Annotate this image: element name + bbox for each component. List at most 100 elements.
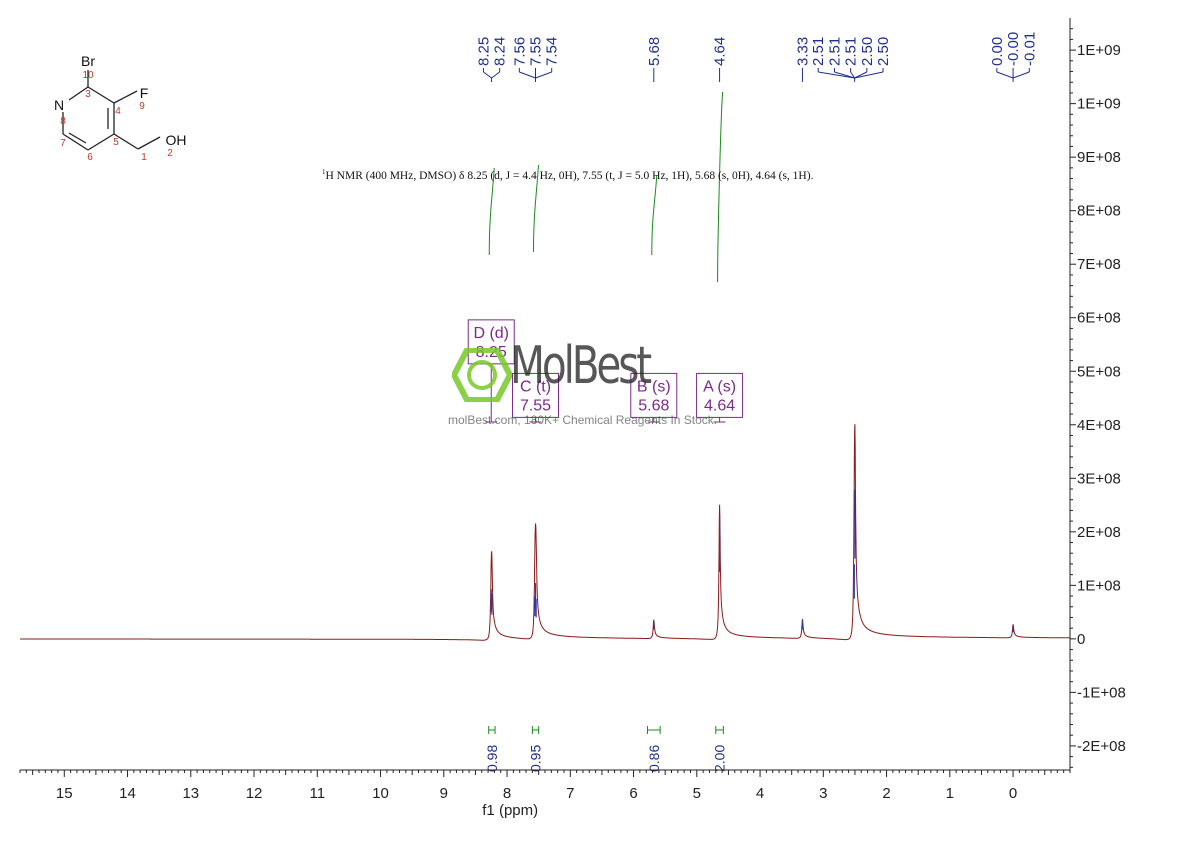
peak-label-layer: 8.25 8.24 7.56 7.55 7.54 5.68 4.64 3.332.51 2.51… xyxy=(475,32,1038,82)
x-tick-label: 8 xyxy=(503,785,511,802)
multiplet-letter: A (s) xyxy=(703,378,736,395)
peak-label-leader xyxy=(818,71,855,79)
y-tick-label: 3E+08 xyxy=(1077,470,1121,487)
atom-number: 4 xyxy=(115,106,121,117)
peak-label: 8.25 xyxy=(475,37,492,66)
peak-label: 7.54 xyxy=(544,37,561,66)
bond xyxy=(87,86,115,104)
y-tick-label: 1E+09 xyxy=(1077,96,1121,113)
atom-number: 2 xyxy=(167,148,173,159)
integral-value: 0.95 xyxy=(528,745,544,772)
y-tick-label: 1E+08 xyxy=(1077,577,1121,594)
peak-label-leader xyxy=(519,71,536,79)
peak-label-leader xyxy=(483,71,492,79)
bond xyxy=(87,133,115,151)
integral-value: 2.00 xyxy=(712,745,728,772)
atom-number: 5 xyxy=(113,137,119,148)
y-tick-label: -2E+08 xyxy=(1077,738,1126,755)
y-tick-label: 8E+08 xyxy=(1077,203,1121,220)
axis-layer: 15 14 13 12 11 10 9 8 7 6 5 4 3 2 1 0f1 (ppm)1E+091E+09… xyxy=(19,18,1126,819)
multiplet-letter: B (s) xyxy=(637,378,671,395)
peak-label: -0.00 xyxy=(1005,32,1022,66)
peak-label: 4.64 xyxy=(712,37,729,66)
y-tick-label: 9E+08 xyxy=(1077,149,1121,166)
x-tick-label: 10 xyxy=(372,785,389,802)
x-tick-label: 4 xyxy=(756,785,764,802)
peak-label: 2.51 xyxy=(826,37,843,66)
atom-number: 7 xyxy=(60,138,66,149)
bond xyxy=(68,86,89,101)
atom-number: 8 xyxy=(60,116,66,127)
peak-label: 7.56 xyxy=(511,37,528,66)
multiplet-layer: D (d) 8.25 C (t) 7.55 B (s) 5.68 A (s) 4.64 xyxy=(467,319,744,423)
x-tick-label: 1 xyxy=(946,785,954,802)
atom-label-oh: OH xyxy=(166,132,187,148)
atom-number: 9 xyxy=(139,101,145,112)
peak-label-leader xyxy=(1012,71,1030,79)
peak-label-leader xyxy=(850,71,856,79)
peak-label-leader xyxy=(854,71,884,79)
x-tick-label: 5 xyxy=(693,785,701,802)
y-tick-label: 6E+08 xyxy=(1077,310,1121,327)
peak-label-leader xyxy=(535,71,552,79)
y-tick-label: 4E+08 xyxy=(1077,417,1121,434)
multiplet-letter: C (t) xyxy=(520,378,551,395)
bond xyxy=(113,133,139,150)
x-tick-label: 15 xyxy=(56,785,73,802)
atom-label-f: F xyxy=(140,85,149,101)
multiplet-letter: D (d) xyxy=(473,325,509,342)
integral-curve xyxy=(717,91,724,283)
x-tick-label: 12 xyxy=(246,785,263,802)
x-tick-label: 6 xyxy=(629,785,637,802)
y-tick-label: 1E+09 xyxy=(1077,42,1121,59)
bond xyxy=(137,136,161,150)
peak-label: 8.24 xyxy=(492,37,509,66)
integral-curve xyxy=(533,164,540,253)
y-tick-label: 0 xyxy=(1077,631,1085,648)
multiplet-shift: 7.55 xyxy=(520,397,551,414)
atom-number: 1 xyxy=(141,152,147,163)
x-tick-label: 13 xyxy=(182,785,199,802)
x-tick-label: 11 xyxy=(310,785,326,802)
integral-curve xyxy=(488,167,495,256)
peak-label: 7.55 xyxy=(528,37,545,66)
x-tick-label: 2 xyxy=(882,785,890,802)
peak-label: 0.00 xyxy=(989,37,1006,66)
multiplet-shift: 4.64 xyxy=(704,397,735,414)
atom-number: 6 xyxy=(87,152,93,163)
x-tick-label: 9 xyxy=(440,785,448,802)
integral-value: 0.98 xyxy=(484,745,500,772)
peak-label-leader xyxy=(491,71,500,79)
integral-curve xyxy=(651,174,658,256)
peak-label: 2.51 xyxy=(843,37,860,66)
y-tick-label: 5E+08 xyxy=(1077,363,1121,380)
x-axis-title: f1 (ppm) xyxy=(482,802,538,819)
x-tick-label: 0 xyxy=(1009,785,1017,802)
integral-layer: 0.98 0.95 0.86 2.00 xyxy=(484,91,728,772)
x-tick-label: 14 xyxy=(119,785,136,802)
bond xyxy=(113,90,138,104)
multiplet-shift: 5.68 xyxy=(638,397,669,414)
spectrum-trace xyxy=(20,424,1070,641)
atom-label-br: Br xyxy=(81,53,95,69)
x-tick-label: 3 xyxy=(819,785,827,802)
multiplet-shift: 8.25 xyxy=(476,344,507,361)
atom-number: 10 xyxy=(82,70,94,81)
peak-label: 2.51 xyxy=(810,37,827,66)
peak-label: 5.68 xyxy=(646,37,663,66)
atom-number: 3 xyxy=(85,89,91,100)
peak-label: 2.50 xyxy=(859,37,876,66)
x-tick-label: 7 xyxy=(566,785,574,802)
nmr-description: 1H NMR (400 MHz, DMSO) δ 8.25 (d, J = 4.… xyxy=(322,168,814,182)
molecule-structure: Br F N OH 10 9 3 4 8 7 6 5 1 2 xyxy=(54,53,187,163)
peak-label: 2.50 xyxy=(875,37,892,66)
bond xyxy=(62,133,89,151)
peak-label-leader xyxy=(834,71,855,79)
atom-label-n: N xyxy=(54,97,64,113)
y-tick-label: -1E+08 xyxy=(1077,684,1126,701)
integral-value: 0.86 xyxy=(646,745,662,772)
peak-label: 3.33 xyxy=(794,37,811,66)
double-bond xyxy=(68,132,87,144)
